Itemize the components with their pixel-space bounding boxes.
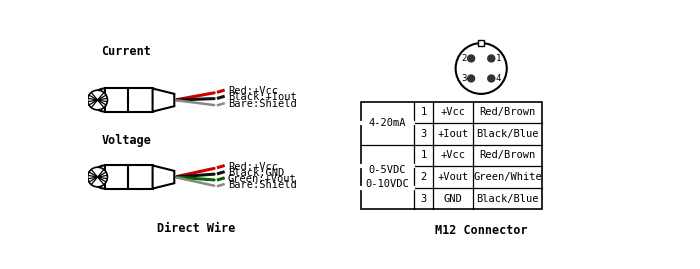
Text: 4: 4 bbox=[496, 74, 501, 83]
Text: 4-20mA: 4-20mA bbox=[369, 118, 406, 128]
Text: GND: GND bbox=[444, 194, 463, 204]
Text: 3: 3 bbox=[420, 194, 426, 204]
Bar bbox=[104, 89, 153, 112]
Bar bbox=[104, 165, 153, 189]
Text: 3: 3 bbox=[420, 129, 426, 139]
Text: Red/Brown: Red/Brown bbox=[480, 150, 536, 161]
Text: +Iout: +Iout bbox=[438, 129, 469, 139]
Text: Direct Wire: Direct Wire bbox=[157, 222, 235, 235]
Text: Bare:Shield: Bare:Shield bbox=[228, 99, 297, 109]
Text: 1: 1 bbox=[420, 107, 426, 117]
Text: +Vcc: +Vcc bbox=[441, 150, 466, 161]
Text: 3: 3 bbox=[461, 74, 467, 83]
Text: M12 Connector: M12 Connector bbox=[435, 224, 528, 238]
Circle shape bbox=[488, 75, 495, 82]
Text: Black/Blue: Black/Blue bbox=[476, 129, 539, 139]
Bar bbox=[361, 102, 542, 209]
Text: 2: 2 bbox=[461, 54, 467, 63]
Text: Green:+Vout: Green:+Vout bbox=[228, 174, 297, 184]
Text: +Vout: +Vout bbox=[438, 172, 469, 182]
Polygon shape bbox=[153, 165, 174, 189]
Text: Black:+Iout: Black:+Iout bbox=[228, 92, 297, 102]
Circle shape bbox=[88, 90, 108, 110]
Text: 2: 2 bbox=[420, 172, 426, 182]
Text: +Vcc: +Vcc bbox=[441, 107, 466, 117]
Text: 0-5VDC
0-10VDC: 0-5VDC 0-10VDC bbox=[365, 165, 410, 189]
Text: Red/Brown: Red/Brown bbox=[480, 107, 536, 117]
Bar bbox=[479, 40, 484, 46]
Text: Current: Current bbox=[102, 45, 151, 58]
Circle shape bbox=[468, 75, 475, 82]
Text: 1: 1 bbox=[496, 54, 501, 63]
Circle shape bbox=[488, 55, 495, 62]
Circle shape bbox=[468, 55, 475, 62]
Text: 1: 1 bbox=[420, 150, 426, 161]
Text: Bare:Shield: Bare:Shield bbox=[228, 180, 297, 190]
Circle shape bbox=[88, 167, 108, 187]
Polygon shape bbox=[153, 89, 174, 112]
Text: Green/White: Green/White bbox=[473, 172, 542, 182]
Text: Black:GND: Black:GND bbox=[228, 168, 284, 178]
Text: Voltage: Voltage bbox=[102, 134, 151, 147]
Text: Red:+Vcc: Red:+Vcc bbox=[228, 86, 278, 96]
Text: Red:+Vcc: Red:+Vcc bbox=[228, 162, 278, 172]
Text: Black/Blue: Black/Blue bbox=[476, 194, 539, 204]
